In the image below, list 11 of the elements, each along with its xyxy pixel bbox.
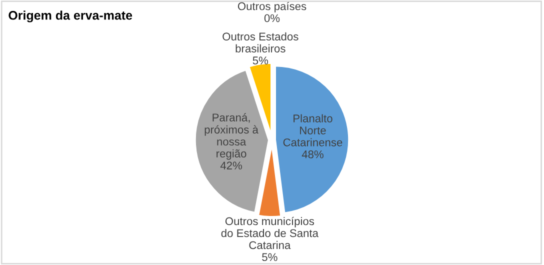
data-label: 42% (220, 162, 242, 170)
text: Origem da erva-mate (8, 10, 132, 22)
slice-label: Paraná, próximos à nossa região (204, 113, 258, 160)
slice-label: Outros Estados brasileiros (222, 32, 298, 52)
category-label: Outros países (238, 2, 306, 12)
slice-label: Outros municípios do Estado de Santa Catarina (221, 216, 318, 250)
slice-label: Planalto Norte Catarinense (283, 114, 342, 146)
data-label: 48% (302, 150, 324, 158)
data-label: 5% (262, 253, 278, 262)
text: 0% (264, 14, 280, 22)
data-label: 5% (252, 56, 268, 64)
